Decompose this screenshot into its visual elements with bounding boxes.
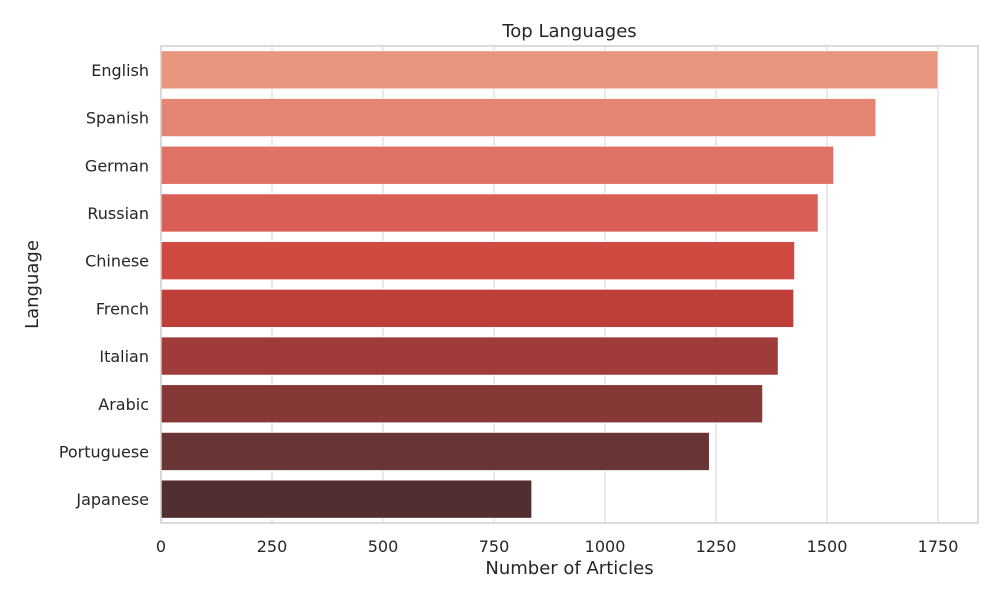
y-tick-labels: English Spanish German Russian Chinese French…	[59, 61, 149, 509]
y-tick-label-english: English	[91, 61, 149, 80]
y-tick-label-italian: Italian	[99, 347, 149, 366]
x-tick-label: 0	[156, 537, 166, 556]
y-tick-label-french: French	[96, 299, 149, 318]
bar-russian	[160, 193, 819, 233]
y-tick-label-russian: Russian	[87, 204, 149, 223]
bar-japanese	[160, 479, 533, 519]
x-tick-label: 1750	[918, 537, 959, 556]
x-tick-label: 250	[257, 537, 288, 556]
x-tick-labels: 0 250 500 750 1000 1250 1500 1750	[156, 537, 958, 556]
y-tick-label-german: German	[85, 156, 149, 175]
bar-portuguese	[160, 431, 710, 471]
x-tick-label: 750	[479, 537, 510, 556]
y-tick-label-japanese: Japanese	[75, 490, 149, 509]
y-tick-label-arabic: Arabic	[98, 395, 149, 414]
y-tick-label-portuguese: Portuguese	[59, 442, 149, 461]
chart-title: Top Languages	[501, 21, 636, 42]
x-tick-label: 1500	[807, 537, 848, 556]
x-tick-label: 500	[368, 537, 399, 556]
x-axis-label: Number of Articles	[485, 558, 653, 579]
bar-french	[160, 288, 795, 328]
bars	[160, 50, 939, 519]
bar-spanish	[160, 98, 877, 138]
x-tick-label: 1250	[696, 537, 737, 556]
bar-english	[160, 50, 939, 90]
plot-frame	[160, 45, 979, 524]
x-tick-label: 1000	[585, 537, 626, 556]
y-tick-label-spanish: Spanish	[86, 109, 149, 128]
bar-chinese	[160, 241, 796, 281]
y-tick-label-chinese: Chinese	[85, 252, 149, 271]
bar-german	[160, 145, 835, 185]
bar-arabic	[160, 384, 764, 424]
bar-italian	[160, 336, 779, 376]
y-axis-label: Language	[22, 240, 43, 329]
